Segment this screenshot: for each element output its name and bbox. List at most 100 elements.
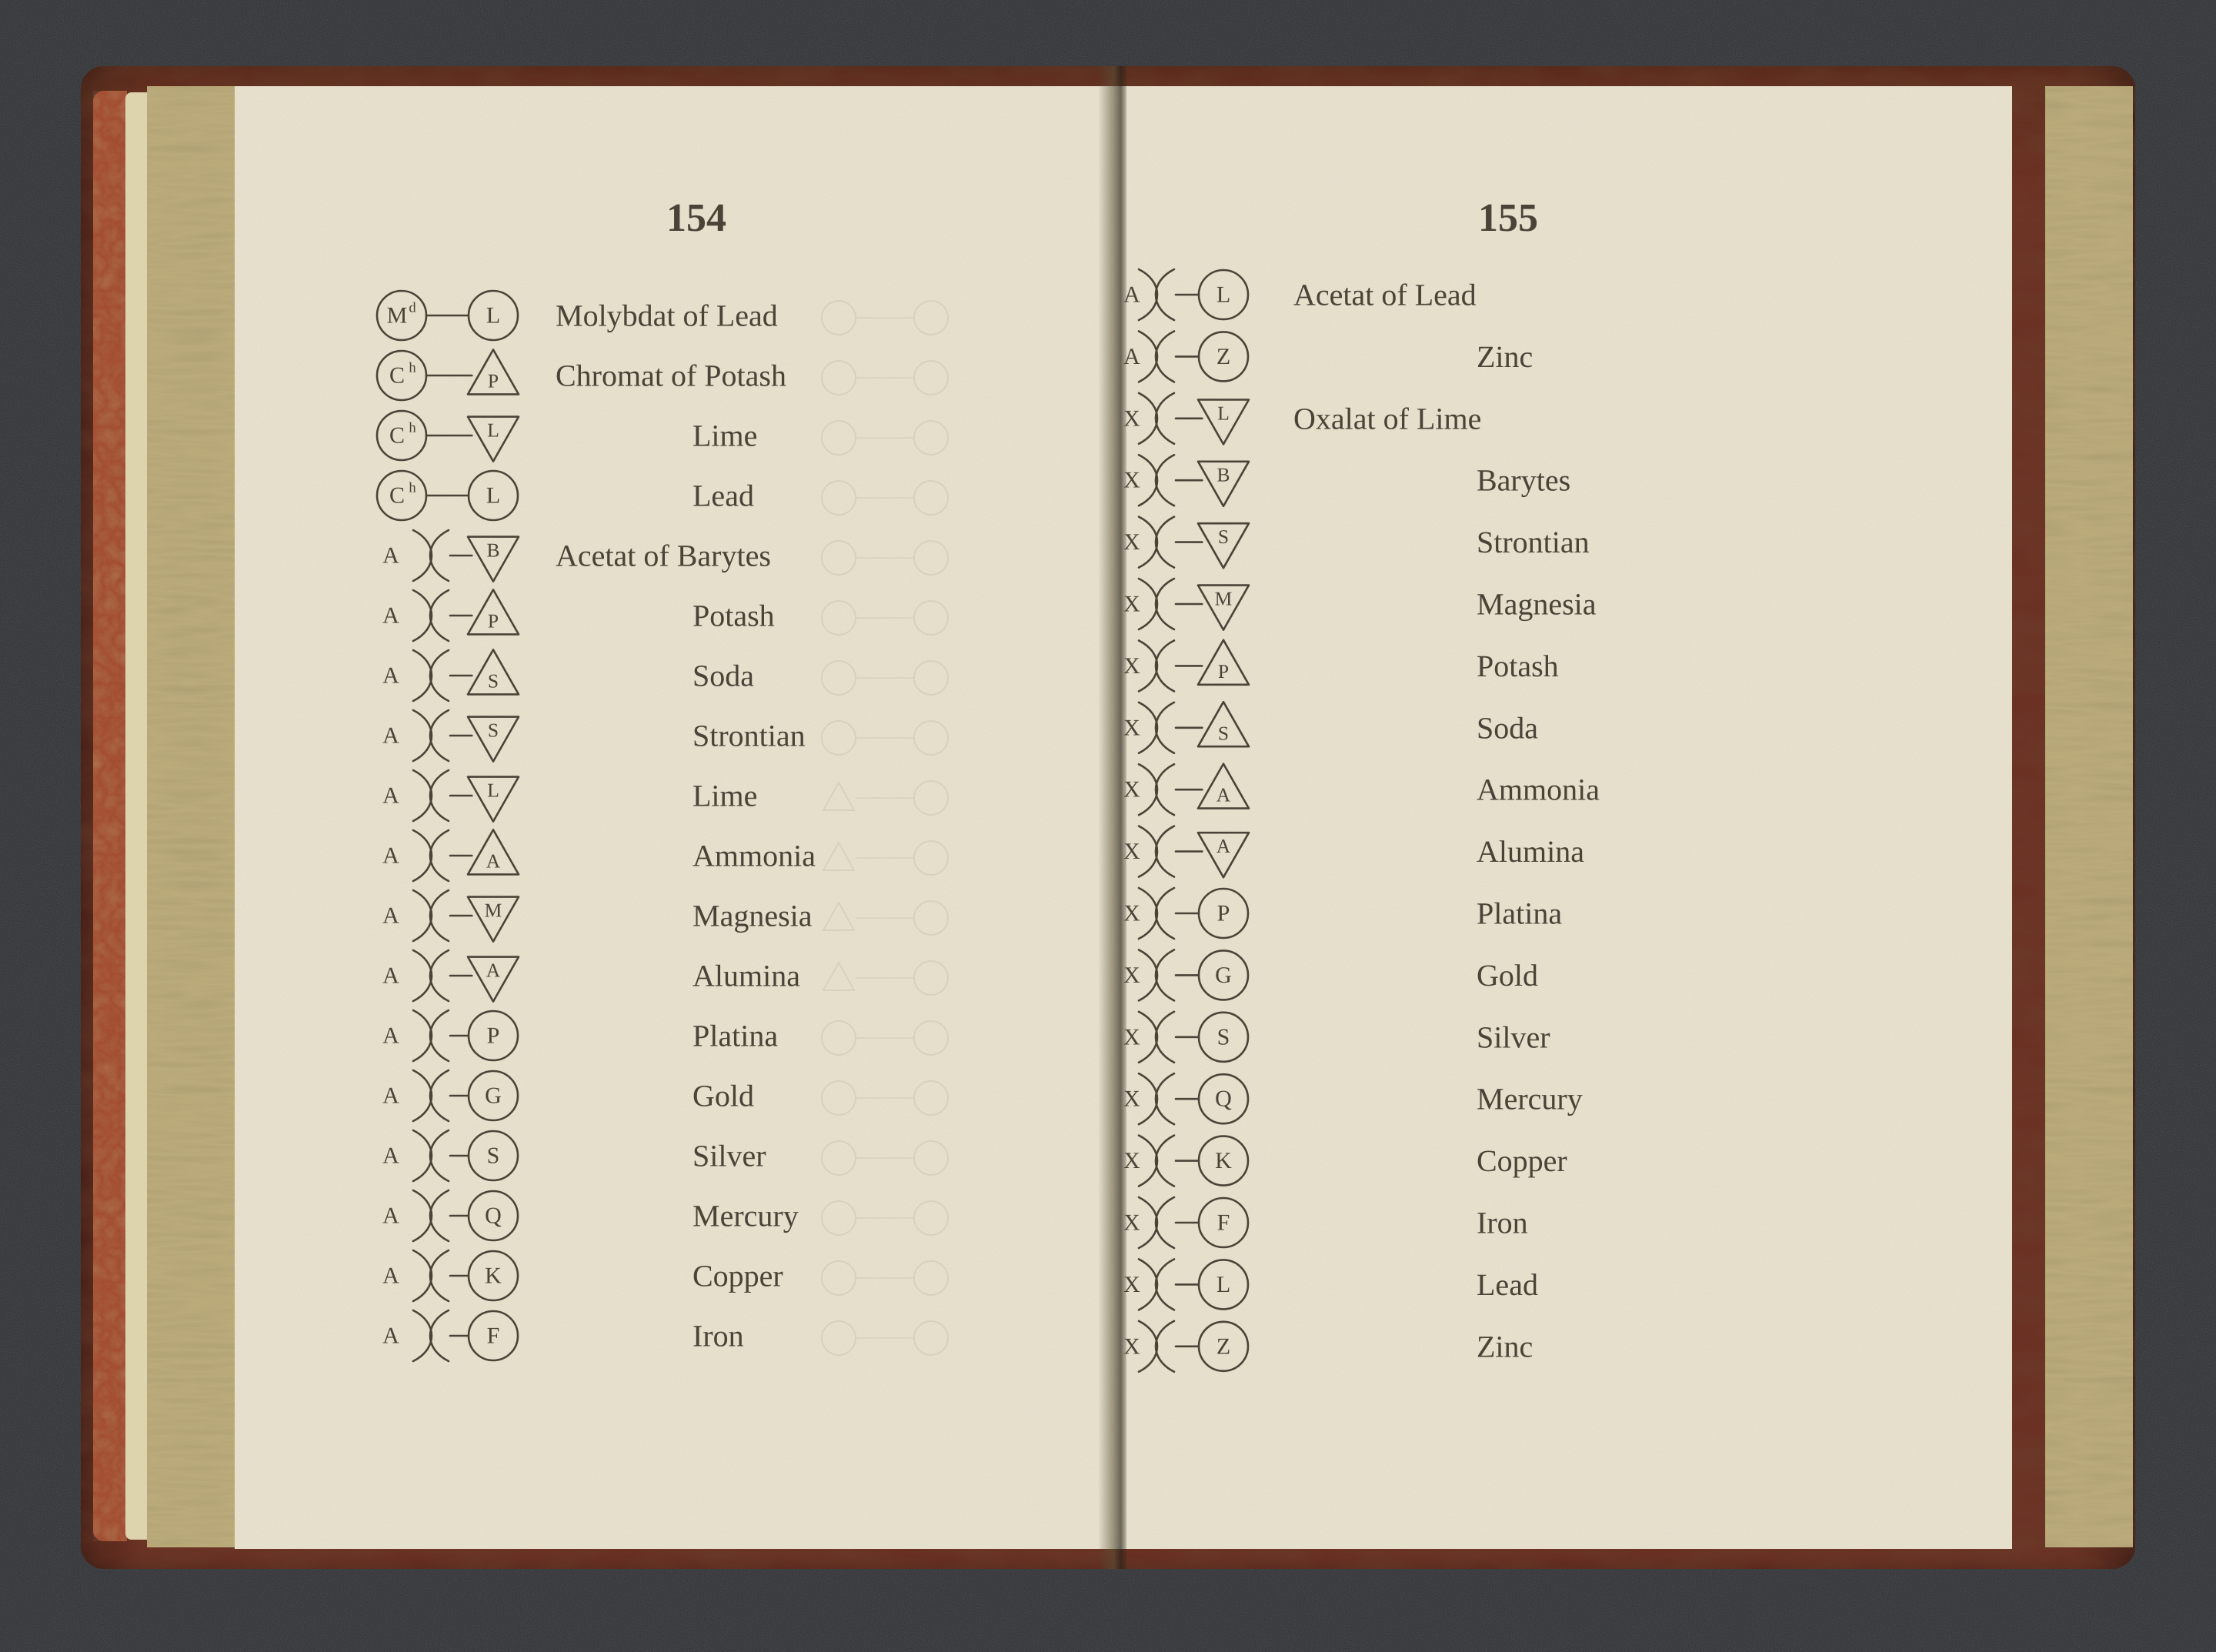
svg-text:Chromat of Potash: Chromat of Potash	[556, 359, 786, 393]
svg-text:A: A	[382, 1143, 399, 1169]
svg-text:M: M	[387, 303, 408, 329]
svg-text:L: L	[1217, 402, 1230, 424]
svg-text:F: F	[487, 1323, 500, 1349]
svg-text:A: A	[382, 1023, 399, 1049]
svg-text:A: A	[1216, 784, 1231, 806]
svg-text:G: G	[1215, 963, 1232, 988]
svg-text:A: A	[382, 1203, 399, 1229]
svg-text:B: B	[1216, 464, 1230, 486]
svg-text:X: X	[1123, 839, 1140, 864]
svg-text:Soda: Soda	[1477, 710, 1538, 745]
svg-text:X: X	[1123, 405, 1140, 431]
svg-text:Acetat of Lead: Acetat of Lead	[1293, 278, 1477, 312]
svg-text:Silver: Silver	[1477, 1020, 1550, 1054]
svg-text:X: X	[1123, 901, 1140, 926]
svg-text:A: A	[1216, 835, 1231, 857]
svg-text:A: A	[382, 663, 399, 689]
svg-text:X: X	[1123, 715, 1140, 740]
svg-text:M: M	[485, 899, 502, 922]
svg-text:A: A	[486, 959, 501, 982]
svg-text:S: S	[487, 1143, 500, 1169]
svg-text:Q: Q	[485, 1203, 502, 1229]
svg-text:Silver: Silver	[692, 1139, 766, 1173]
svg-text:X: X	[1123, 1024, 1140, 1050]
svg-text:h: h	[409, 420, 416, 436]
svg-text:A: A	[382, 963, 399, 989]
svg-text:Zinc: Zinc	[1477, 1329, 1533, 1363]
svg-text:Iron: Iron	[1477, 1206, 1528, 1240]
svg-text:Copper: Copper	[1477, 1143, 1567, 1178]
svg-text:154: 154	[666, 196, 726, 240]
svg-text:X: X	[1123, 529, 1140, 555]
svg-text:Lead: Lead	[692, 479, 754, 513]
svg-text:X: X	[1123, 963, 1140, 988]
svg-text:Alumina: Alumina	[692, 959, 800, 993]
svg-text:A: A	[382, 543, 399, 569]
svg-text:A: A	[486, 850, 501, 873]
svg-text:Acetat of Barytes: Acetat of Barytes	[556, 539, 771, 573]
svg-text:P: P	[488, 370, 499, 392]
svg-text:X: X	[1123, 468, 1140, 493]
svg-text:X: X	[1123, 1333, 1140, 1359]
svg-text:Magnesia: Magnesia	[1477, 587, 1597, 622]
svg-text:G: G	[485, 1083, 502, 1109]
svg-text:Magnesia: Magnesia	[692, 899, 813, 933]
svg-text:L: L	[1216, 282, 1230, 308]
svg-text:Strontian: Strontian	[692, 719, 806, 753]
svg-text:Potash: Potash	[692, 599, 775, 633]
svg-text:Alumina: Alumina	[1477, 834, 1584, 869]
svg-text:L: L	[486, 303, 500, 329]
svg-text:Gold: Gold	[1477, 958, 1538, 993]
svg-text:X: X	[1123, 1148, 1140, 1173]
svg-text:L: L	[486, 483, 500, 509]
svg-text:P: P	[487, 1023, 500, 1049]
svg-text:Ammonia: Ammonia	[692, 839, 816, 873]
svg-text:Lime: Lime	[692, 779, 757, 813]
svg-text:Mercury: Mercury	[692, 1199, 799, 1233]
svg-text:C: C	[389, 483, 405, 509]
svg-text:C: C	[389, 363, 405, 389]
svg-text:Oxalat of Lime: Oxalat of Lime	[1293, 401, 1481, 436]
svg-text:F: F	[1217, 1210, 1230, 1236]
svg-text:A: A	[1123, 344, 1140, 369]
svg-text:S: S	[488, 719, 499, 742]
svg-text:A: A	[382, 783, 399, 809]
svg-text:A: A	[382, 903, 399, 929]
svg-text:Lime: Lime	[692, 419, 757, 453]
svg-text:L: L	[487, 419, 499, 442]
svg-text:d: d	[409, 300, 416, 316]
svg-text:A: A	[382, 1263, 399, 1289]
svg-text:X: X	[1123, 1272, 1140, 1297]
svg-text:Ammonia: Ammonia	[1477, 773, 1600, 807]
svg-text:Q: Q	[1215, 1086, 1232, 1112]
svg-text:A: A	[382, 603, 399, 629]
svg-text:X: X	[1123, 777, 1140, 803]
svg-text:A: A	[382, 1083, 399, 1109]
svg-text:Molybdat of Lead: Molybdat of Lead	[556, 299, 778, 333]
svg-text:Strontian: Strontian	[1477, 525, 1590, 559]
svg-text:Platina: Platina	[692, 1019, 778, 1053]
svg-text:A: A	[382, 843, 399, 869]
svg-text:M: M	[1215, 588, 1233, 610]
svg-text:Iron: Iron	[692, 1319, 744, 1353]
svg-text:X: X	[1123, 653, 1140, 679]
svg-text:Zinc: Zinc	[1477, 339, 1533, 374]
svg-text:A: A	[1123, 282, 1140, 308]
svg-text:Gold: Gold	[692, 1079, 754, 1113]
svg-text:P: P	[488, 610, 499, 632]
svg-text:Copper: Copper	[692, 1259, 783, 1293]
svg-text:S: S	[1218, 526, 1229, 548]
svg-text:S: S	[1217, 1024, 1230, 1050]
svg-text:Lead: Lead	[1477, 1267, 1538, 1302]
svg-text:Barytes: Barytes	[1477, 463, 1570, 498]
svg-text:Z: Z	[1216, 344, 1230, 369]
svg-text:L: L	[1216, 1272, 1230, 1297]
svg-text:h: h	[409, 360, 416, 376]
svg-text:h: h	[409, 480, 416, 496]
svg-text:Z: Z	[1216, 1333, 1230, 1359]
svg-text:C: C	[389, 423, 405, 449]
svg-text:K: K	[1215, 1148, 1232, 1173]
svg-text:S: S	[1218, 722, 1229, 744]
svg-text:A: A	[382, 1323, 399, 1349]
svg-text:P: P	[1217, 901, 1230, 926]
